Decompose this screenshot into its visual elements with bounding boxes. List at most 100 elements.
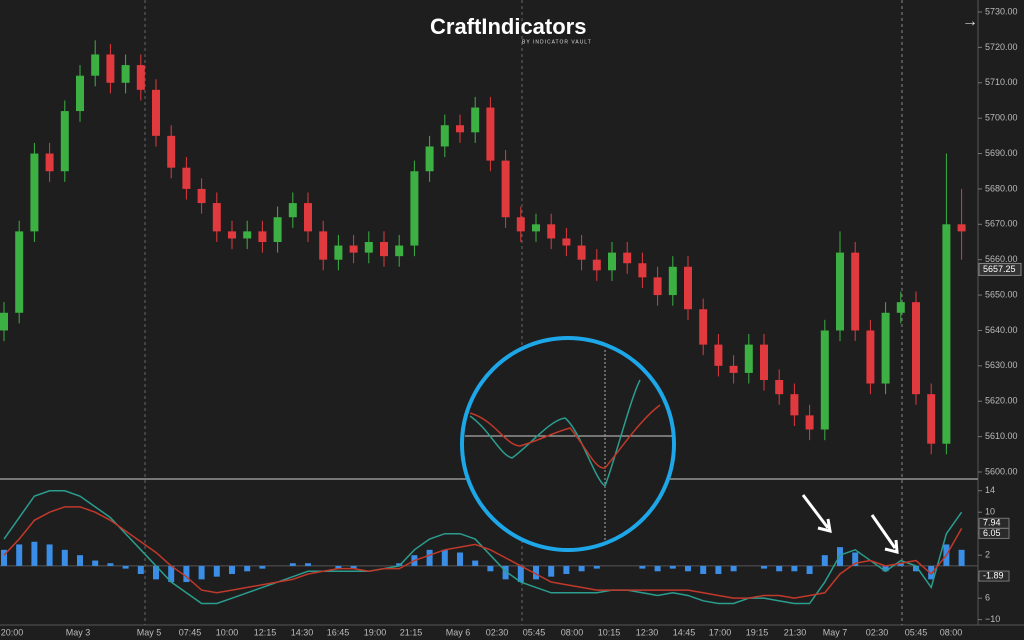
x-tick-label: 08:00 bbox=[561, 627, 584, 637]
x-tick-label: 10:15 bbox=[598, 627, 621, 637]
x-tick-label: 17:00 bbox=[709, 627, 732, 637]
magnifier-circle bbox=[460, 336, 676, 552]
histogram-bar bbox=[472, 560, 479, 566]
candle-body bbox=[152, 89, 160, 136]
x-tick-label: 12:30 bbox=[636, 627, 659, 637]
candle-body bbox=[15, 231, 24, 313]
candle-body bbox=[501, 160, 510, 218]
candle-body bbox=[395, 245, 404, 257]
x-tick-label: 21:30 bbox=[784, 627, 807, 637]
x-tick-label: 14:30 bbox=[291, 627, 314, 637]
histogram-bar bbox=[122, 565, 129, 569]
x-tick-label: 21:15 bbox=[400, 627, 423, 637]
histogram-bar bbox=[730, 565, 737, 572]
candle-body bbox=[30, 153, 39, 232]
x-tick-label: May 6 bbox=[446, 627, 471, 637]
candle-body bbox=[790, 394, 799, 416]
candle-body bbox=[288, 203, 297, 218]
candle-body bbox=[668, 266, 677, 296]
candle-body bbox=[729, 365, 738, 373]
histogram-bar bbox=[426, 549, 433, 566]
candle-body bbox=[577, 245, 586, 260]
candle-body bbox=[0, 312, 8, 331]
histogram-bar bbox=[1, 549, 7, 566]
x-tick-label: 12:15 bbox=[254, 627, 277, 637]
x-tick-label: 10:00 bbox=[216, 627, 239, 637]
candle-body bbox=[562, 238, 571, 246]
logo: CraftIndicators bbox=[430, 14, 586, 39]
value-label-box bbox=[978, 570, 1010, 582]
candle-body bbox=[775, 380, 784, 395]
candle-body bbox=[532, 224, 540, 232]
candle-body bbox=[744, 344, 753, 373]
y-tick-label: 5720.00 bbox=[985, 42, 1018, 52]
candle-body bbox=[380, 242, 388, 257]
zoom-signal bbox=[469, 404, 661, 469]
histogram-bar bbox=[61, 549, 68, 566]
histogram-bar bbox=[213, 565, 220, 577]
histogram-bar bbox=[487, 565, 494, 572]
candle-body bbox=[653, 277, 662, 296]
candle-body bbox=[364, 242, 373, 253]
x-tick-label: 05:45 bbox=[905, 627, 928, 637]
histogram-bar bbox=[700, 565, 707, 574]
candle-body bbox=[592, 259, 601, 271]
value-label: 7.94 bbox=[983, 518, 1001, 528]
candle-body bbox=[851, 252, 860, 331]
histogram-bar bbox=[396, 563, 403, 566]
candle-body bbox=[805, 415, 814, 430]
histogram-bar bbox=[153, 565, 159, 580]
histogram-bar bbox=[654, 565, 661, 572]
candle-body bbox=[684, 266, 692, 310]
candle-body bbox=[927, 394, 936, 444]
y-tick-label: 5640.00 bbox=[985, 325, 1018, 335]
x-tick-label: 02:30 bbox=[486, 627, 509, 637]
candle-body bbox=[440, 125, 449, 147]
histogram-bar bbox=[639, 565, 646, 569]
histogram-bar bbox=[791, 565, 798, 572]
candle-body bbox=[896, 302, 905, 313]
histogram-bar bbox=[517, 565, 524, 583]
histogram-bar bbox=[958, 549, 965, 566]
histogram-bar bbox=[198, 565, 205, 580]
y-tick-label: 14 bbox=[985, 485, 995, 495]
histogram-bar bbox=[761, 565, 767, 569]
candle-body bbox=[121, 65, 130, 83]
y-tick-label: 5610.00 bbox=[985, 431, 1018, 441]
candle-body bbox=[334, 245, 343, 260]
candle-body bbox=[45, 153, 54, 172]
histogram-bar bbox=[593, 565, 600, 569]
value-label: 6.05 bbox=[983, 528, 1001, 538]
candle-body bbox=[319, 231, 328, 260]
value-label: -1.89 bbox=[983, 570, 1004, 580]
candle-body bbox=[516, 217, 525, 232]
candle-body bbox=[304, 203, 312, 232]
x-tick-label: 14:45 bbox=[673, 627, 696, 637]
x-tick-label: 16:45 bbox=[327, 627, 350, 637]
candle-body bbox=[820, 330, 829, 430]
indicator-line bbox=[3, 506, 963, 599]
x-tick-label: 08:00 bbox=[940, 627, 963, 637]
candle-body bbox=[410, 171, 419, 246]
candle-body bbox=[942, 224, 951, 444]
histogram-bar bbox=[533, 565, 539, 580]
expand-arrow[interactable]: → bbox=[962, 13, 978, 30]
candle-body bbox=[106, 54, 115, 83]
arrow bbox=[870, 514, 897, 549]
candle-body bbox=[76, 75, 84, 112]
histogram-bar bbox=[563, 565, 570, 574]
y-tick-label: 5690.00 bbox=[985, 148, 1018, 158]
histogram-bar bbox=[16, 544, 23, 566]
histogram-bar bbox=[441, 549, 448, 566]
candle-body bbox=[136, 65, 145, 90]
marks: 5730.00 5720.00 5710.00 5700.00 5690.00 5680.… bbox=[0, 6, 1022, 637]
candle-body bbox=[912, 302, 920, 395]
x-tick-label: 19:00 bbox=[364, 627, 387, 637]
candle-body bbox=[258, 231, 267, 242]
histogram-bar bbox=[578, 565, 585, 572]
y-tick-label: 5660.00 bbox=[985, 254, 1018, 264]
histogram-bar bbox=[685, 565, 691, 572]
histogram-bar bbox=[183, 565, 190, 583]
histogram-bar bbox=[457, 552, 463, 566]
histogram-bar bbox=[897, 563, 904, 566]
